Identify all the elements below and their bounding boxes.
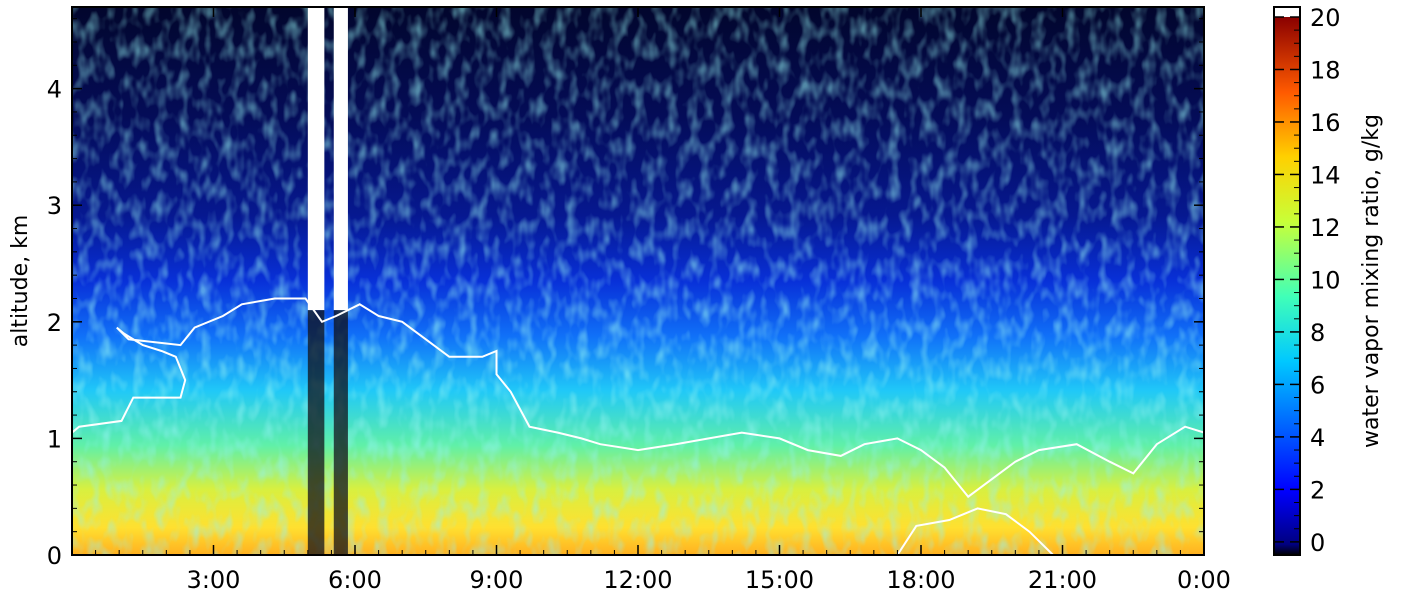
data-gap-columns <box>307 7 348 555</box>
heatmap-noise-texture <box>72 7 1204 555</box>
data-gap-column-lower <box>307 310 325 555</box>
colorbar-frame <box>1273 6 1301 556</box>
y-axis-title: altitude, km <box>8 215 33 348</box>
contour-surface-layer <box>896 507 1054 555</box>
colorbar-tick-label: 20 <box>1310 4 1341 32</box>
mixing-ratio-contours <box>72 297 1204 555</box>
colorbar-tick-label: 12 <box>1310 214 1341 242</box>
y-axis-ticks: 0 1 2 3 4 <box>47 18 1204 570</box>
colorbar-over-cap <box>1274 7 1300 17</box>
colorbar-tick-label: 2 <box>1310 476 1325 504</box>
x-tick-label: 9:00 <box>470 566 524 594</box>
x-tick-label: 18:00 <box>886 566 955 594</box>
data-gap-column <box>307 7 325 311</box>
colorbar-tick-label: 10 <box>1310 266 1341 294</box>
colorbar-tick-label: 16 <box>1310 109 1341 137</box>
colorbar-tick-label: 14 <box>1310 161 1341 189</box>
colorbar-tick-label: 6 <box>1310 371 1325 399</box>
colorbar-tick-label: 0 <box>1310 529 1325 557</box>
x-tick-label: 12:00 <box>603 566 672 594</box>
x-tick-label: 15:00 <box>745 566 814 594</box>
colorbar-tick-label: 4 <box>1310 424 1325 452</box>
contour-boundary-layer <box>72 297 1204 499</box>
colorbar: 0 2 4 6 8 10 12 14 16 18 20 water vapor mixing rat… <box>1273 4 1384 557</box>
colorbar-ramp <box>1274 17 1300 555</box>
x-tick-label: 6:00 <box>328 566 382 594</box>
colorbar-tick-label: 8 <box>1310 319 1325 347</box>
x-tick-label: 3:00 <box>187 566 241 594</box>
x-tick-label: 0:00 <box>1177 566 1231 594</box>
y-tick-label: 1 <box>47 425 62 453</box>
colorbar-ticks: 0 2 4 6 8 10 12 14 16 18 20 <box>1274 4 1341 557</box>
data-gap-column <box>333 7 348 311</box>
y-tick-label: 4 <box>47 76 62 104</box>
x-axis-ticks: 3:00 6:00 9:00 12:00 15:00 18:00 21:00 0:00 <box>95 7 1231 594</box>
colorbar-tick-label: 18 <box>1310 56 1341 84</box>
heatmap-plot-area <box>72 7 1204 555</box>
y-tick-label: 0 <box>47 542 62 570</box>
x-tick-label: 21:00 <box>1028 566 1097 594</box>
y-tick-label: 3 <box>47 192 62 220</box>
colorbar-title: water vapor mixing ratio, g/kg <box>1359 114 1384 448</box>
y-tick-label: 2 <box>47 309 62 337</box>
data-gap-column-lower <box>333 310 348 555</box>
